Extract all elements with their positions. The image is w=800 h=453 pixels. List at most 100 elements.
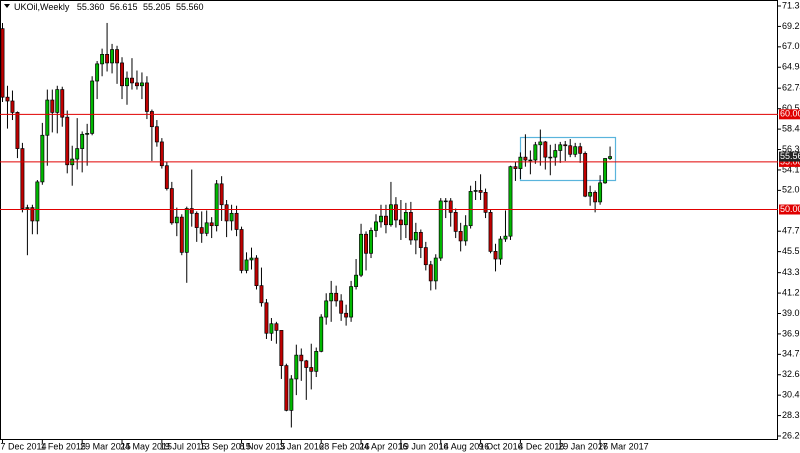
- y-tick-label: 45.575: [782, 246, 800, 256]
- candle-body: [224, 204, 229, 222]
- candle-body: [174, 216, 179, 224]
- level-label-bg: [779, 156, 800, 167]
- y-tick-label: 71.380: [782, 0, 800, 10]
- candle-body: [384, 215, 388, 226]
- x-tick-label: 9 Oct 2016: [479, 441, 523, 451]
- candle-body: [603, 158, 608, 184]
- candle-body: [45, 99, 50, 136]
- candle-body: [229, 212, 234, 222]
- candle-body: [533, 144, 538, 161]
- candle-body: [538, 141, 543, 146]
- y-tick-label: 62.745: [782, 83, 800, 93]
- candle-body: [518, 156, 523, 169]
- x-tick-label: 19 Jun 2016: [399, 441, 449, 451]
- candle-body: [105, 54, 110, 64]
- candle-body: [135, 82, 139, 87]
- y-tick-label: 56.300: [782, 144, 800, 154]
- candle-body: [184, 208, 189, 253]
- candle-body: [25, 207, 30, 209]
- x-tick-label: 14 Aug 2016: [439, 441, 490, 451]
- y-tick-label: 36.930: [782, 328, 800, 338]
- candle-body: [588, 192, 593, 197]
- candle-body: [234, 212, 239, 230]
- candle-body: [453, 212, 458, 232]
- candle-body: [543, 141, 548, 158]
- candle-body: [154, 126, 159, 143]
- candle-body: [483, 192, 488, 213]
- candle-body: [583, 152, 588, 197]
- candle-body: [80, 133, 85, 149]
- candle-body: [349, 286, 354, 318]
- candle-body: [209, 222, 214, 227]
- candle-body: [473, 190, 478, 192]
- candle-body: [573, 146, 578, 155]
- candle-body: [369, 230, 373, 254]
- candle-body: [264, 302, 269, 334]
- candle-body: [513, 166, 518, 169]
- candle-body: [578, 146, 583, 154]
- candle-body: [299, 354, 304, 362]
- candle-body: [314, 350, 319, 372]
- candle-body: [144, 82, 149, 112]
- x-tick-label: 28 Feb 2016: [319, 441, 370, 451]
- candle-body: [294, 354, 299, 380]
- candle-body: [10, 100, 15, 113]
- candle-body: [553, 150, 558, 158]
- candle-body: [443, 200, 448, 203]
- y-tick-label: 39.075: [782, 308, 800, 318]
- candle-body: [259, 285, 264, 304]
- candle-body: [130, 77, 134, 84]
- y-tick-label: 41.220: [782, 287, 800, 297]
- candle-body: [359, 233, 364, 276]
- candle-body: [503, 235, 508, 240]
- x-tick-label: 26 Mar 2017: [598, 441, 649, 451]
- candle-body: [339, 300, 344, 314]
- candle-body: [548, 156, 553, 159]
- candle-body: [488, 212, 493, 252]
- candle-body: [438, 200, 443, 259]
- candle-body: [463, 225, 468, 242]
- candle-body: [249, 257, 254, 261]
- candle-body: [418, 232, 423, 248]
- candle-body: [423, 247, 428, 266]
- candle-body: [125, 77, 129, 87]
- candle-body: [319, 316, 324, 352]
- candle-body: [164, 165, 169, 189]
- candle-body: [30, 207, 35, 222]
- candle-body: [309, 367, 314, 372]
- x-tick-label: 13 Sep 2015: [200, 441, 251, 451]
- header-icon: [4, 4, 10, 8]
- candle-body: [563, 144, 568, 147]
- candle-body: [388, 204, 393, 226]
- open-label: 55.360: [77, 2, 105, 12]
- candle-body: [284, 365, 289, 411]
- candle-body: [214, 183, 219, 227]
- candle-body: [364, 233, 368, 254]
- candle-body: [279, 330, 284, 366]
- candle-body: [393, 204, 398, 221]
- candle-body: [204, 222, 209, 234]
- y-tick-label: 58.445: [782, 123, 800, 133]
- x-tick-label: 19 Jul 2015: [160, 441, 207, 451]
- candle-body: [344, 312, 349, 318]
- y-tick-label: 43.365: [782, 267, 800, 277]
- candle-body: [149, 111, 154, 128]
- y-tick-label: 26.205: [782, 430, 800, 440]
- x-tick-label: 29 Mar 2015: [80, 441, 131, 451]
- candle-body: [169, 188, 174, 224]
- candle-body: [194, 212, 199, 228]
- candle-body: [568, 145, 573, 155]
- candle-body: [304, 360, 309, 368]
- candle-body: [179, 216, 184, 253]
- x-tick-label: 29 Jan 2017: [558, 441, 608, 451]
- y-tick-label: 52.010: [782, 185, 800, 195]
- x-tick-label: 24 Apr 2016: [359, 441, 408, 451]
- candle-body: [478, 190, 483, 193]
- candle-body: [90, 80, 95, 134]
- candle-body: [75, 148, 80, 160]
- candle-body: [379, 215, 383, 223]
- candle-body: [558, 144, 563, 151]
- candle-body: [95, 63, 100, 82]
- candle-body: [433, 257, 438, 282]
- candle-body: [508, 166, 513, 237]
